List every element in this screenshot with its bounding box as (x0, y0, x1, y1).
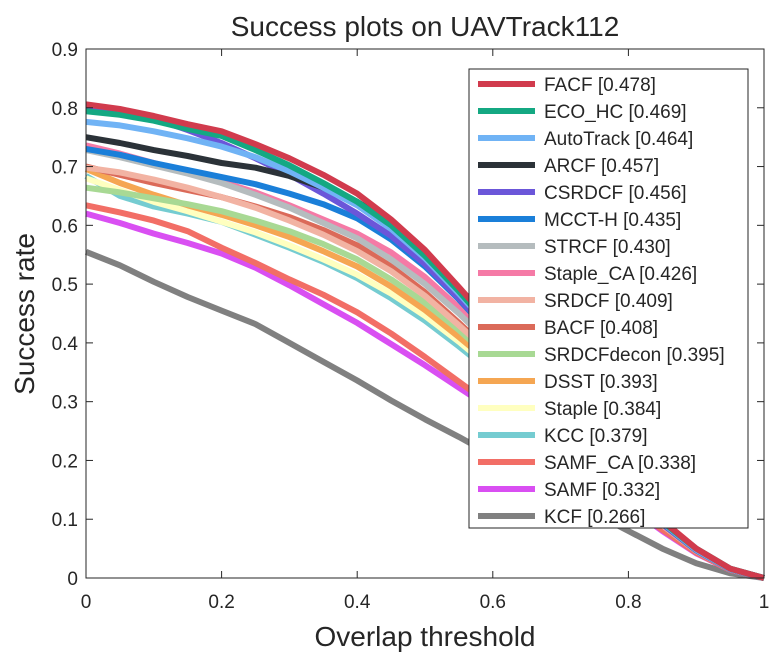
x-tick-label: 1 (759, 592, 770, 613)
legend-label-0: FACF [0.478] (544, 75, 656, 96)
series-line-16 (84, 249, 765, 581)
x-tick-label: 0.2 (208, 592, 234, 613)
x-tick-label: 0 (81, 592, 92, 613)
y-tick-label: 0.9 (52, 40, 78, 61)
legend-label-5: MCCT-H [0.435] (544, 210, 681, 231)
plot-frame (85, 48, 765, 579)
y-tick-label: 0.1 (52, 510, 78, 531)
legend-label-10: SRDCFdecon [0.395] (544, 345, 725, 366)
y-tick-label: 0.5 (52, 275, 78, 296)
y-tick-label: 0.4 (52, 334, 79, 355)
ticks-layer: 0 0.2 0.4 0.6 0.8 1 0 0.1 0.2 0.3 0.4 0.5 0.6 0.7 0.8 0… (52, 40, 770, 613)
legend-label-8: SRDCF [0.409] (544, 291, 673, 312)
chart-title: Success plots on UAVTrack112 (231, 11, 620, 42)
legend-label-12: Staple [0.384] (544, 399, 661, 420)
legend-label-11: DSST [0.393] (544, 372, 658, 393)
x-tick-label: 0.8 (615, 592, 641, 613)
y-tick-label: 0.6 (52, 216, 78, 237)
legend-label-7: Staple_CA [0.426] (544, 264, 697, 285)
legend: FACF [0.478] ECO_HC [0.469] AutoTrack [0.4… (468, 68, 749, 529)
x-tick-label: 0.6 (480, 592, 506, 613)
legend-label-16: KCF [0.266] (544, 507, 645, 528)
legend-label-3: ARCF [0.457] (544, 156, 659, 177)
legend-label-13: KCC [0.379] (544, 426, 648, 447)
legend-label-4: CSRDCF [0.456] (544, 183, 687, 204)
legend-label-9: BACF [0.408] (544, 318, 658, 339)
legend-label-2: AutoTrack [0.464] (544, 129, 693, 150)
legend-label-14: SAMF_CA [0.338] (544, 453, 696, 474)
y-tick-label: 0.3 (52, 393, 78, 414)
x-axis-label: Overlap threshold (314, 621, 535, 652)
legend-label-6: STRCF [0.430] (544, 237, 671, 258)
legend-items: FACF [0.478] ECO_HC [0.469] AutoTrack [0.4… (478, 75, 725, 528)
y-tick-label: 0.7 (52, 158, 78, 179)
y-tick-label: 0.8 (52, 99, 78, 120)
x-tick-label: 0.4 (344, 592, 371, 613)
y-tick-label: 0.2 (52, 451, 78, 472)
legend-label-1: ECO_HC [0.469] (544, 102, 687, 123)
y-tick-label: 0 (67, 569, 78, 590)
legend-label-15: SAMF [0.332] (544, 480, 660, 501)
y-axis-label: Success rate (9, 233, 40, 395)
